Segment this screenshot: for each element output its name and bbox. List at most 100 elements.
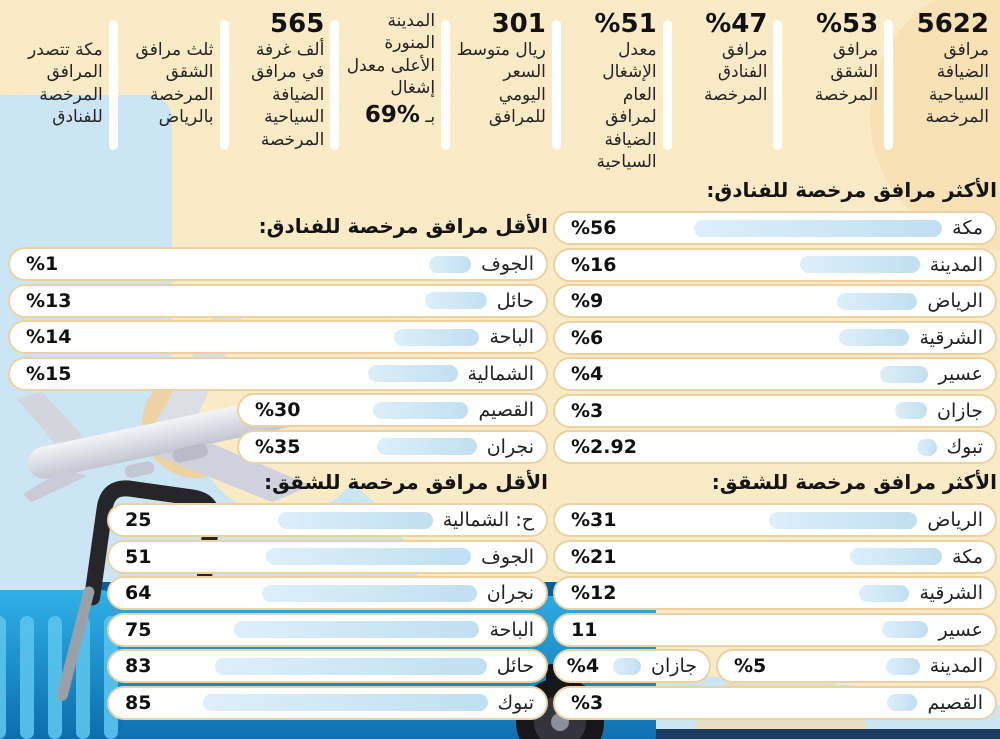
stat-highlight: بـ %69: [364, 101, 436, 128]
region-label: المدينة: [929, 253, 983, 276]
region-label: القصيم: [927, 691, 983, 714]
value-bar: [266, 548, 472, 565]
value-label: %12: [571, 582, 617, 604]
stat-label: المدينة المنورة الأعلى معدل إشغال: [346, 11, 436, 99]
stat-item: المدينة المنورة الأعلى معدل إشغال بـ %69: [342, 6, 438, 130]
region-label: الجوف: [481, 545, 534, 568]
value-label: %30: [255, 399, 301, 421]
chart-row: الشمالية %15: [8, 356, 548, 391]
chart-row: الرياض %31: [553, 503, 997, 537]
value-bar: [839, 329, 910, 346]
value-label: %9: [571, 290, 604, 312]
region-label: نجران: [486, 435, 534, 458]
value-bar: [885, 657, 920, 675]
value-bar: [882, 621, 929, 638]
value-bar: [394, 328, 480, 346]
value-bar: [887, 694, 918, 711]
section-least-licensed-apartments: الأقل مرافق مرخصة للشقق: ح: الشمالية 25 الج…: [107, 470, 548, 722]
stat-label: ألف غرفة في مرافق الضيافة السياحية المرخ…: [251, 40, 325, 150]
value-bar: [895, 402, 928, 419]
divider: [551, 20, 561, 150]
value-label: 11: [571, 618, 598, 641]
value-label: 51: [125, 545, 152, 568]
value-label: %3: [571, 399, 604, 422]
chart-row: عسير 11: [553, 612, 997, 647]
divider: [219, 20, 229, 150]
chart-row: نجران 64: [107, 576, 548, 610]
value-bar: [214, 657, 487, 675]
section-title: الأقل مرافق مرخصة للشقق:: [264, 470, 548, 494]
value-bar: [376, 438, 477, 455]
region-label: الشرقية: [919, 326, 983, 349]
divider: [884, 20, 894, 150]
chart-row: الشرقية %12: [553, 576, 997, 610]
region-label: عسير: [938, 363, 983, 385]
region-label: الجوف: [481, 253, 534, 275]
chart-row: حائل 83: [107, 649, 548, 683]
value-bar: [424, 292, 487, 309]
stat-number: %53: [815, 9, 879, 39]
chart-row: جازان %3: [553, 393, 997, 428]
section-most-licensed-hotels: الأكثر مرافق مرخصة للفنادق: مكة %56 المدينة…: [553, 178, 997, 467]
value-label: %16: [571, 253, 617, 276]
value-bar: [261, 584, 477, 602]
value-bar: [234, 621, 480, 638]
region-label: الرياض: [927, 509, 983, 531]
stat-label: مرافق الشقق المرخصة: [814, 40, 879, 105]
chart-row: نجران %35: [237, 429, 548, 464]
chart-row: جازان %4: [553, 649, 711, 683]
chart-row: الشرقية %6: [553, 320, 997, 355]
value-bar: [694, 219, 943, 237]
region-label: حائل: [496, 289, 534, 312]
stat-label: مكة تتصدر المرافق المرخصة للفنادق: [28, 40, 103, 128]
value-bar: [613, 657, 642, 675]
value-label: %4: [571, 363, 604, 385]
stat-label: ثلث مرافق الشقق المرخصة بالرياض: [135, 40, 214, 128]
stat-item: 565 ألف غرفة في مرافق الضيافة السياحية ال…: [232, 6, 328, 151]
value-label: %6: [571, 326, 604, 349]
value-label: %56: [571, 217, 617, 239]
stat-label: مرافق الضيافة السياحية المرخصة: [925, 40, 989, 128]
region-label: المدينة: [929, 655, 983, 677]
value-label: %2.92: [571, 436, 637, 458]
region-label: جازان: [651, 655, 697, 677]
stat-number: [13, 10, 103, 39]
region-label: عسير: [938, 618, 983, 641]
stat-item: %47 مرافق الفنادق المرخصة: [675, 6, 771, 106]
stat-item: ثلث مرافق الشقق المرخصة بالرياض: [121, 6, 217, 129]
value-bar: [367, 365, 458, 382]
value-bar: [837, 292, 918, 310]
chart-row: المدينة %5: [716, 649, 997, 683]
value-label: %35: [255, 435, 301, 458]
value-label: 75: [125, 618, 152, 641]
divider: [330, 20, 340, 150]
value-label: %15: [26, 362, 72, 385]
section-title: الأكثر مرافق مرخصة للشقق:: [711, 470, 997, 494]
region-label: القصيم: [478, 399, 534, 421]
divider: [773, 20, 783, 150]
value-bar: [859, 584, 910, 602]
value-label: 85: [125, 691, 152, 714]
stat-number: 565: [270, 9, 325, 39]
section-title: الأكثر مرافق مرخصة للفنادق:: [706, 178, 997, 202]
stat-item: مكة تتصدر المرافق المرخصة للفنادق: [10, 6, 106, 129]
value-label: %3: [571, 691, 604, 714]
stat-label: مرافق الفنادق المرخصة: [703, 40, 768, 105]
value-label: %4: [566, 655, 600, 677]
value-bar: [373, 401, 469, 419]
chart-row: تبوك %2.92: [553, 430, 997, 464]
value-label: 83: [125, 655, 152, 677]
chart-row: القصيم %3: [553, 685, 997, 720]
stat-item: %53 مرافق الشقق المرخصة: [785, 6, 881, 106]
chart-row: عسير %4: [553, 357, 997, 391]
region-label: الباحة: [489, 618, 534, 641]
value-bar: [799, 256, 920, 273]
value-label: 64: [125, 582, 152, 604]
region-label: مكة: [952, 545, 983, 568]
stats-bar: 5622 مرافق الضيافة السياحية المرخصة %53 مرا…: [10, 6, 992, 174]
stat-item: 301 ريال متوسط السعر اليومي للمرافق: [453, 6, 549, 129]
stat-number: %51: [594, 9, 657, 39]
region-label: جازان: [937, 399, 983, 422]
stat-number: %47: [705, 9, 768, 39]
